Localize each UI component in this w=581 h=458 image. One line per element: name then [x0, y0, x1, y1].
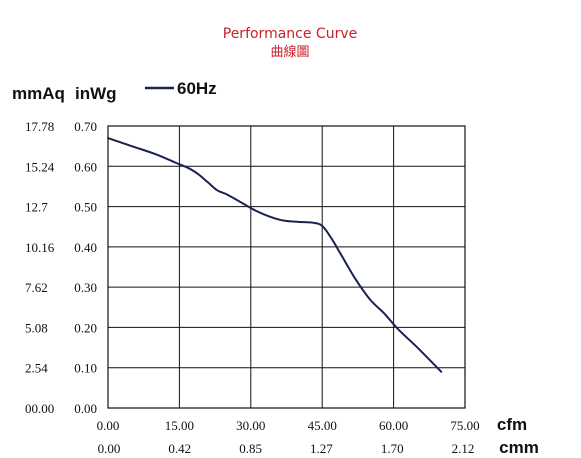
y-tick-label-inwg: 0.30: [74, 280, 97, 295]
x-tick-label-cmm: 0.85: [239, 441, 262, 456]
x-tick-label-cmm: 0.42: [168, 441, 191, 456]
y-tick-label-inwg: 0.40: [74, 240, 97, 255]
y-tick-label-mmaq: 17.78: [25, 119, 54, 134]
y-tick-labels: 0.00 0.10 0.20 0.30 0.40 0.50 0.60 0.70 00.00 2.5…: [25, 119, 97, 416]
y-unit-inwg: inWg: [75, 84, 117, 103]
x-tick-label-cfm: 15.00: [165, 418, 194, 433]
x-unit-cmm: cmm: [499, 438, 539, 457]
y-tick-label-mmaq: 12.7: [25, 200, 48, 215]
legend-label: 60Hz: [177, 79, 217, 98]
x-tick-label-cfm: 60.00: [379, 418, 408, 433]
chart-title: Performance Curve: [223, 26, 357, 42]
chart-subtitle: 曲線圖: [270, 44, 309, 60]
x-tick-label-cmm: 0.00: [98, 441, 121, 456]
y-tick-label-mmaq: 7.62: [25, 280, 48, 295]
y-tick-label-inwg: 0.70: [74, 119, 97, 134]
y-tick-label-mmaq: 5.08: [25, 320, 48, 335]
x-tick-label-cfm: 30.00: [236, 418, 265, 433]
plot-grid: [108, 126, 465, 408]
y-tick-label-mmaq: 10.16: [25, 240, 55, 255]
y-tick-label-mmaq: 15.24: [25, 159, 55, 174]
x-tick-label-cmm: 1.27: [310, 441, 333, 456]
y-tick-label-inwg: 0.10: [74, 361, 97, 376]
x-tick-label-cfm: 45.00: [308, 418, 337, 433]
x-tick-label-cmm: 1.70: [381, 441, 404, 456]
y-tick-label-inwg: 0.20: [74, 320, 97, 335]
x-tick-label-cfm: 0.00: [97, 418, 120, 433]
x-unit-cfm: cfm: [497, 415, 527, 434]
y-tick-label-inwg: 0.60: [74, 159, 97, 174]
y-tick-label-inwg: 0.00: [74, 401, 97, 416]
y-tick-label-mmaq: 2.54: [25, 361, 48, 376]
plot-frame: [107, 125, 466, 409]
x-tick-labels: 0.00 15.00 30.00 45.00 60.00 75.00 0.00 0.42 0.8…: [97, 418, 480, 456]
x-tick-label-cmm: 2.12: [452, 441, 475, 456]
y-unit-mmaq: mmAq: [12, 84, 65, 103]
x-tick-label-cfm: 75.00: [450, 418, 479, 433]
series-line-60hz: [107, 137, 443, 373]
y-tick-label-mmaq: 00.00: [25, 401, 54, 416]
y-tick-label-inwg: 0.50: [74, 200, 97, 215]
